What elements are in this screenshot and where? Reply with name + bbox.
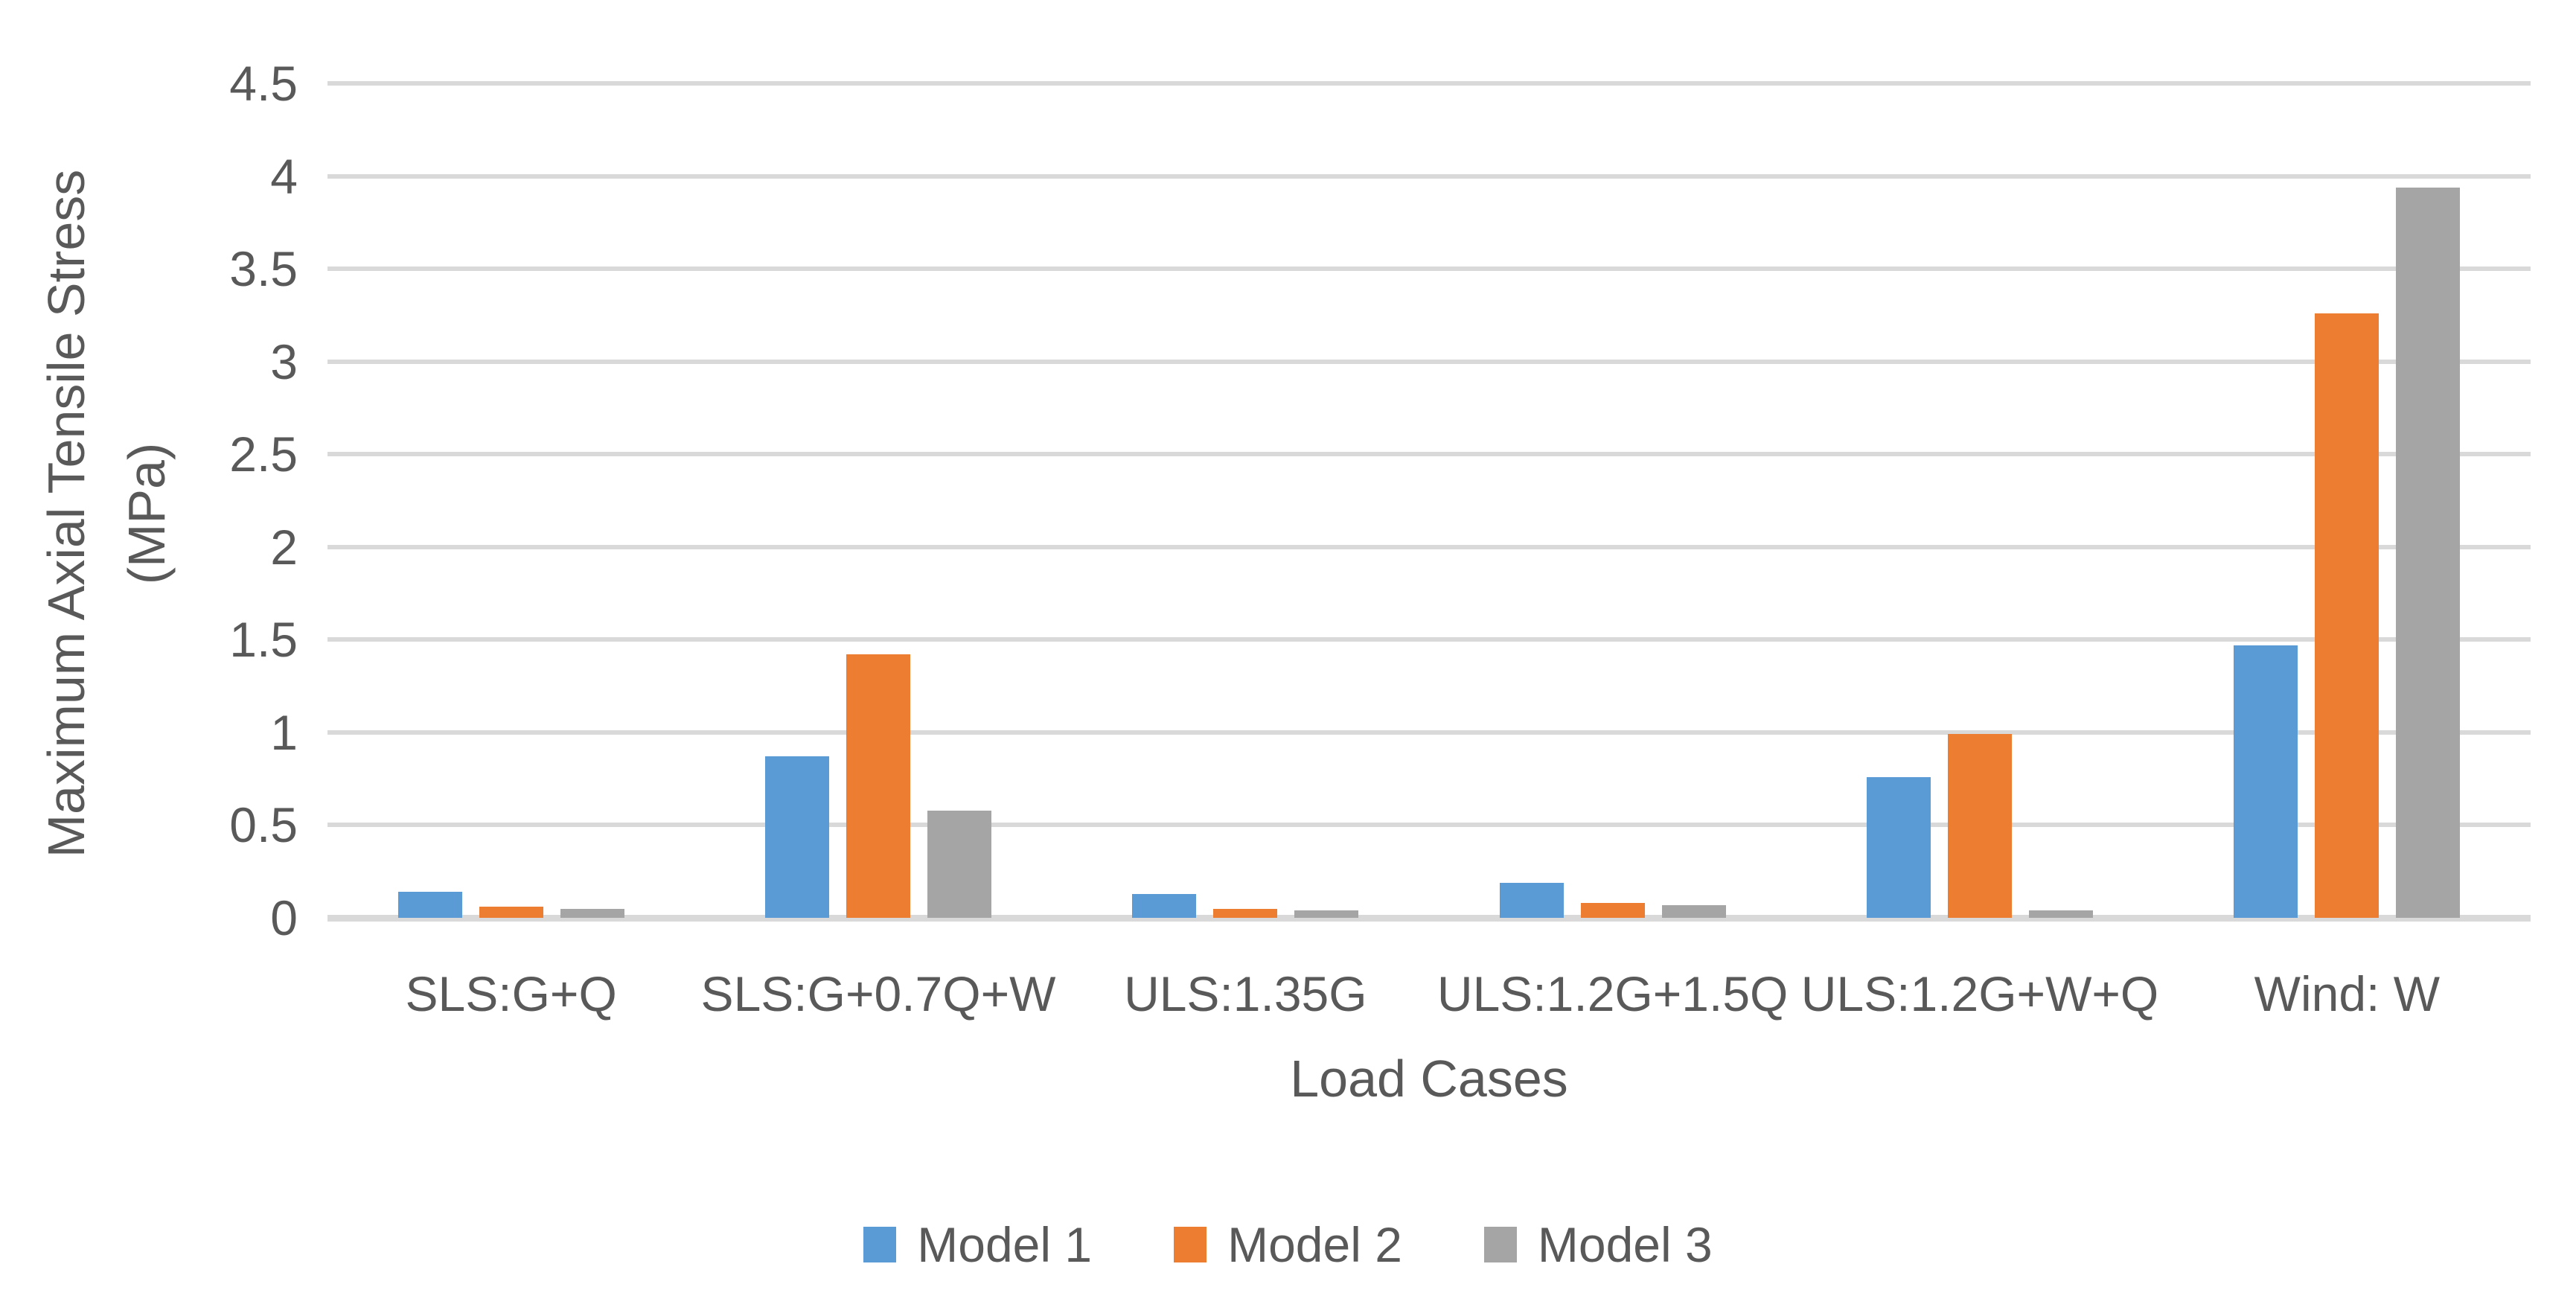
bar-model3-cat2 <box>927 810 991 918</box>
x-axis-title: Load Cases <box>1290 1050 1568 1108</box>
bar-model3-cat5 <box>2029 910 2093 918</box>
legend-label: Model 1 <box>917 1217 1093 1272</box>
bar-model2-cat3 <box>1213 908 1278 918</box>
legend-item-model-3: Model 3 <box>1483 1217 1713 1272</box>
category-label: Wind: W <box>2254 966 2440 1021</box>
bar-model2-cat6 <box>2315 313 2380 918</box>
y-tick-label: 1.5 <box>229 612 298 668</box>
bar-model3-cat3 <box>1294 910 1359 918</box>
bar-model1-cat2 <box>765 756 829 918</box>
y-tick-label: 4.5 <box>229 56 298 111</box>
bar-model3-cat4 <box>1661 904 1726 918</box>
bar-model3-cat1 <box>560 908 624 918</box>
bar-model2-cat5 <box>1948 734 2012 918</box>
bar-model2-cat1 <box>479 907 543 918</box>
y-tick-label: 3 <box>270 333 298 389</box>
category-label: ULS:1.2G+1.5Q <box>1436 966 1789 1021</box>
bar-model2-cat2 <box>846 654 910 918</box>
legend-marker-icon <box>863 1227 897 1262</box>
gridline <box>327 452 2531 457</box>
x-axis-line <box>327 914 2531 922</box>
bar-model1-cat1 <box>397 892 462 918</box>
bar-model1-cat5 <box>1867 776 1931 918</box>
y-tick-label: 1 <box>270 704 298 760</box>
y-tick-label: 2 <box>270 519 298 575</box>
gridline <box>327 173 2531 179</box>
gridline <box>327 266 2531 272</box>
category-label: ULS:1.35G <box>1124 966 1367 1021</box>
gridline <box>327 823 2531 828</box>
legend-marker-icon <box>1483 1227 1517 1262</box>
gridline <box>327 81 2531 86</box>
legend-item-model-1: Model 1 <box>863 1219 1092 1271</box>
category-label: ULS:1.2G+W+Q <box>1800 966 2159 1021</box>
legend: Model 1 Model 2 Model 3 <box>0 1207 2576 1282</box>
gridline <box>327 729 2531 735</box>
y-tick-label: 0.5 <box>229 797 298 853</box>
y-tick-label: 0 <box>270 890 298 945</box>
bar-model3-cat6 <box>2396 187 2461 918</box>
y-tick-label: 2.5 <box>229 427 298 482</box>
bar-model2-cat4 <box>1580 903 1645 918</box>
legend-marker-icon <box>1174 1227 1207 1262</box>
bar-model1-cat4 <box>1499 882 1564 918</box>
bar-model1-cat3 <box>1132 893 1197 918</box>
y-tick-label: 3.5 <box>229 241 298 297</box>
y-tick-label: 4 <box>270 148 298 204</box>
gridline <box>327 359 2531 364</box>
plot-area <box>327 81 2531 922</box>
bar-model1-cat6 <box>2234 645 2298 918</box>
legend-item-model-2: Model 2 <box>1174 1219 1402 1271</box>
category-label: SLS:G+Q <box>405 966 617 1021</box>
legend-label: Model 3 <box>1537 1217 1713 1272</box>
category-label: SLS:G+0.7Q+W <box>700 966 1056 1021</box>
gridline <box>327 637 2531 642</box>
gridline <box>327 544 2531 549</box>
legend-label: Model 2 <box>1227 1217 1402 1272</box>
